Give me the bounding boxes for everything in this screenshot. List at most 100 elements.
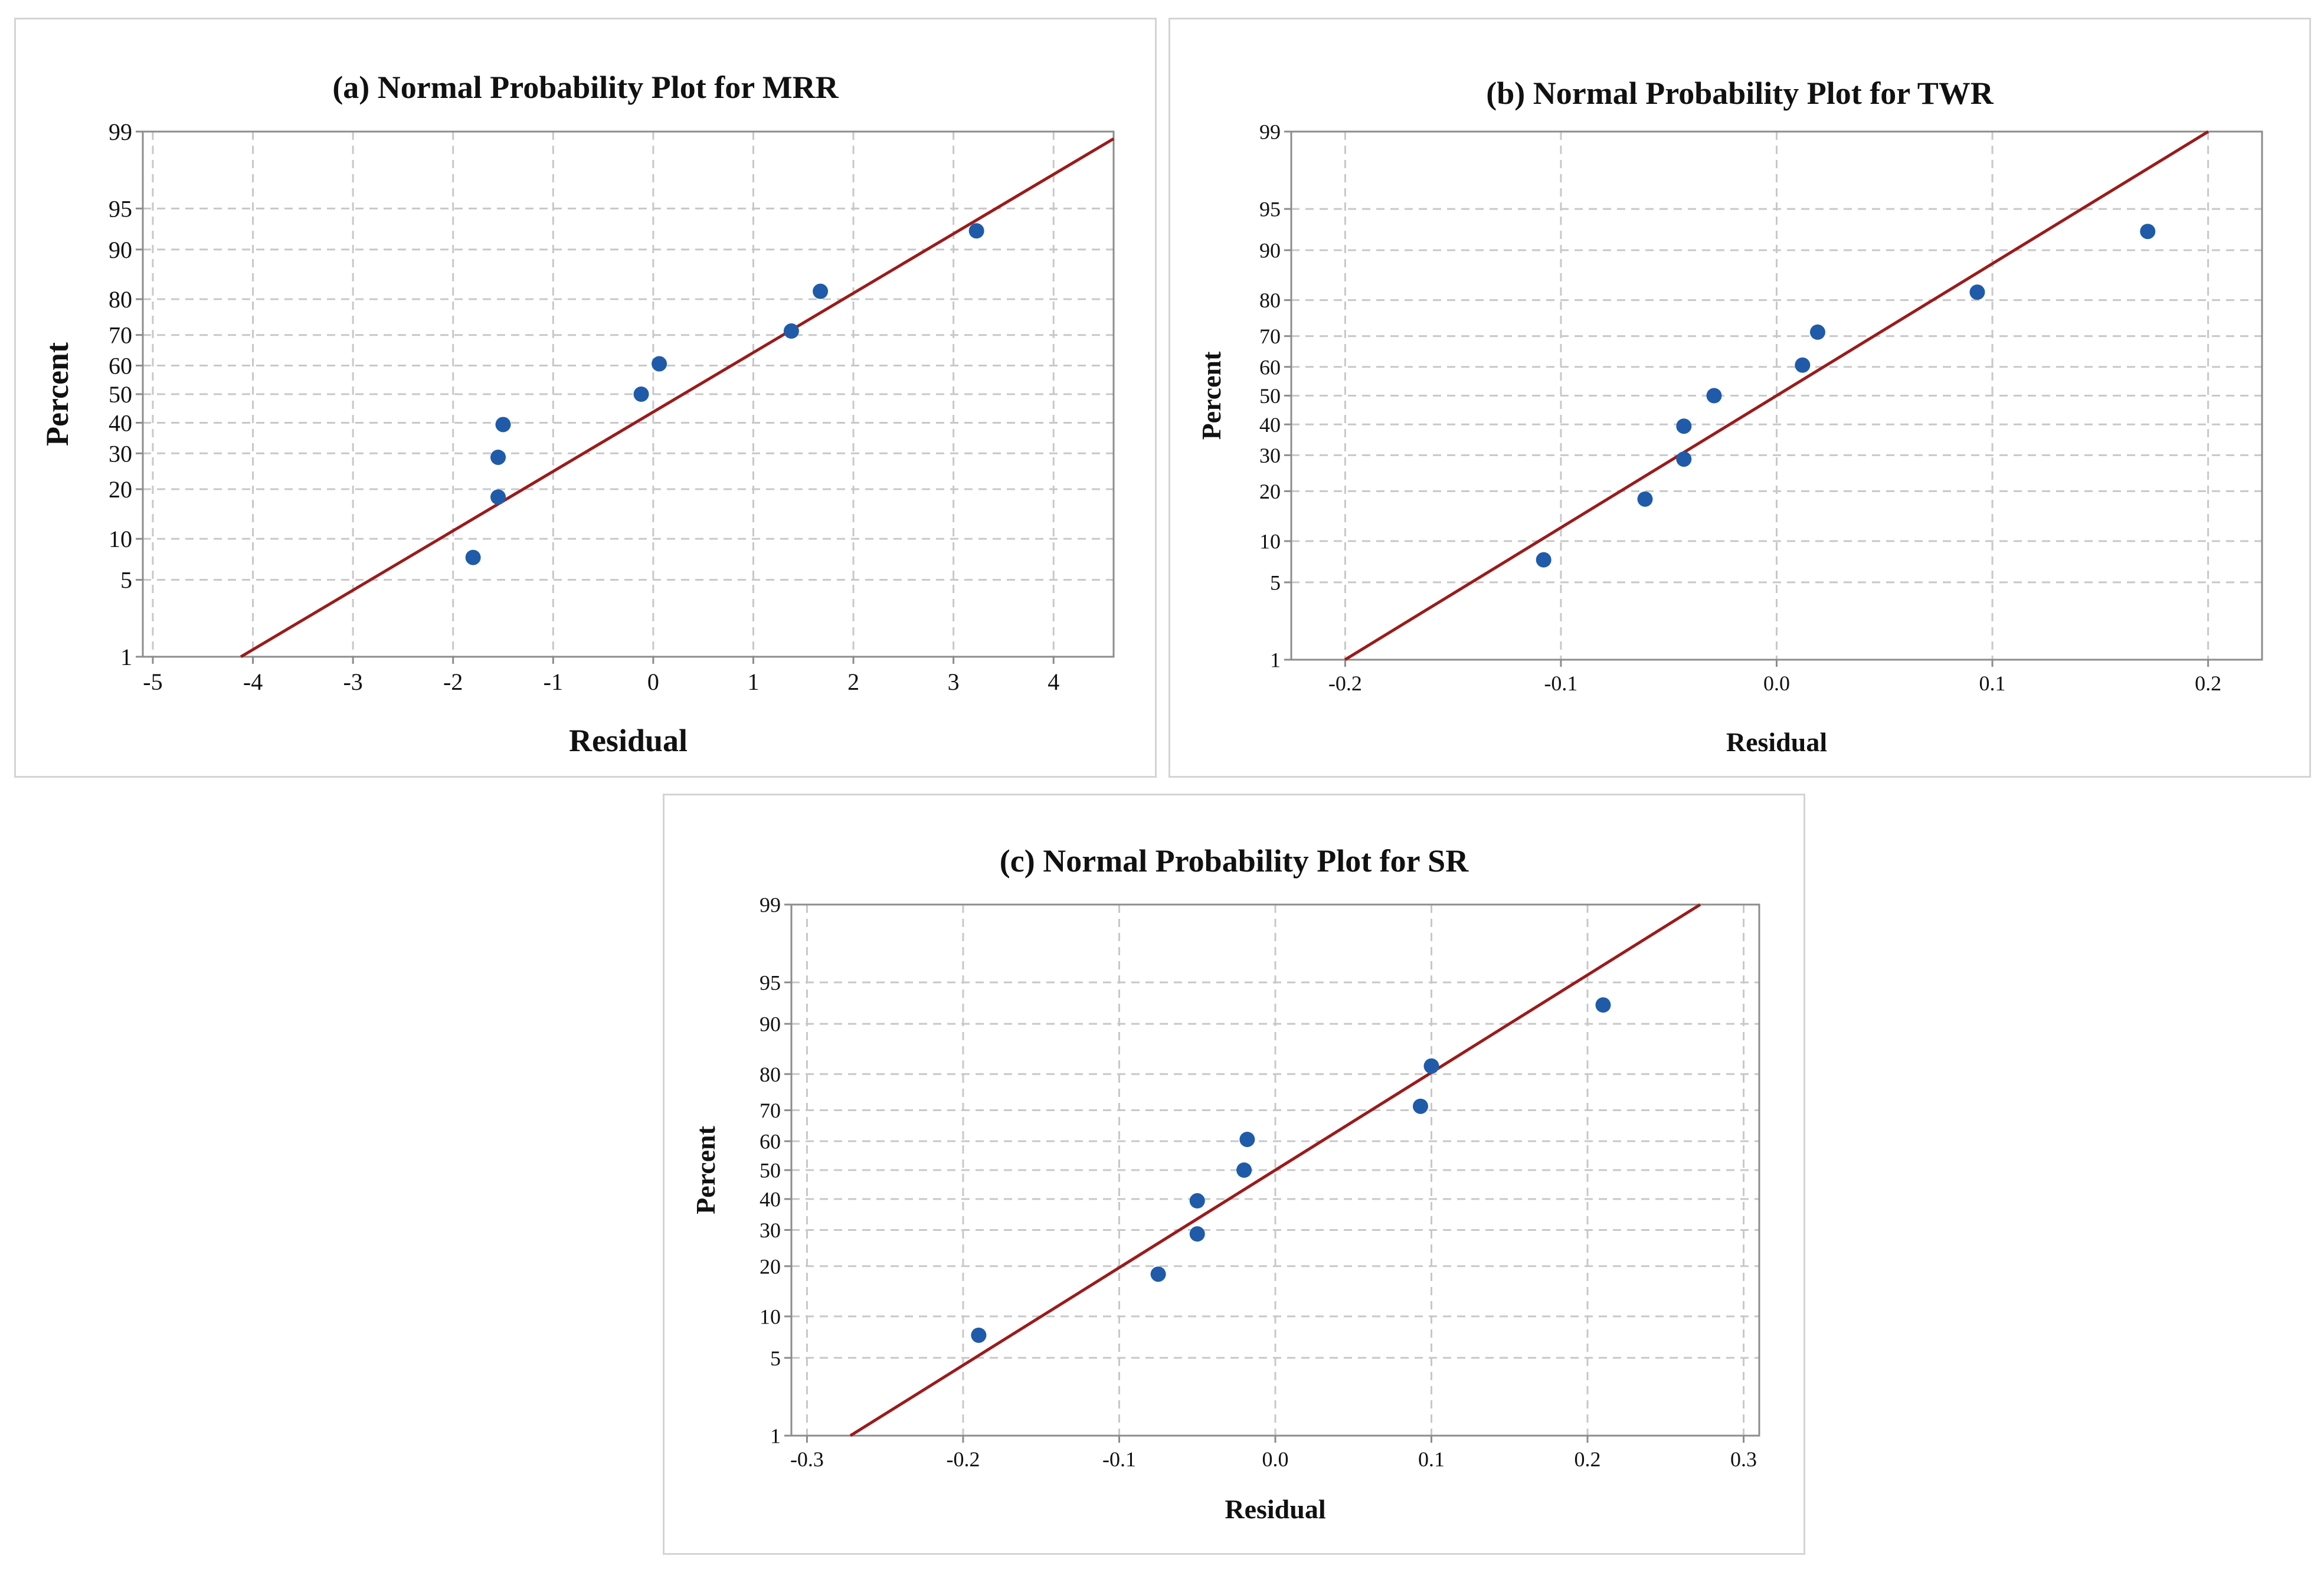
- y-tick-label: 5: [1270, 571, 1281, 595]
- chart-title: (b) Normal Probability Plot for TWR: [1486, 76, 1994, 111]
- data-point: [633, 386, 649, 402]
- data-point: [490, 449, 506, 465]
- plot-frame: [142, 130, 1115, 658]
- data-point: [1809, 324, 1825, 340]
- y-tick-label: 1: [770, 1424, 781, 1448]
- x-tick-label: 0.3: [1730, 1447, 1757, 1471]
- data-point: [1413, 1098, 1428, 1114]
- x-tick-label: -2: [443, 669, 463, 695]
- data-point: [652, 356, 667, 372]
- x-tick-label: -0.1: [1544, 672, 1577, 695]
- chart-plot: -0.3 -0.2 -0.1 0.0 0.1 0.2 0.3 1 5 10 20 30 40 50 60 70…: [690, 893, 1760, 1524]
- x-tick-label: -0.1: [1102, 1447, 1136, 1471]
- y-tick-label: 40: [109, 410, 132, 436]
- data-point: [968, 223, 984, 239]
- data-point: [1189, 1193, 1205, 1209]
- chart-panel-sr: (c) Normal Probability Plot for SR -0.3 -…: [663, 794, 1805, 1555]
- y-tick-label: 70: [1259, 325, 1281, 348]
- y-axis-label: Percent: [690, 1125, 721, 1214]
- y-tick-label: 95: [109, 195, 132, 222]
- fit-line: [240, 137, 1115, 659]
- data-point: [1676, 451, 1692, 467]
- x-tick-label: 0.2: [1575, 1447, 1601, 1471]
- data-point: [1239, 1131, 1255, 1147]
- x-tick-label: 0.1: [1418, 1447, 1445, 1471]
- x-tick-label: 0.0: [1763, 672, 1790, 695]
- y-tick-label: 70: [109, 322, 132, 349]
- y-tick-label: 20: [760, 1254, 781, 1278]
- chart-panel-mrr: (a) Normal Probability Plot for MRR -5 -4…: [14, 18, 1157, 778]
- y-tick-label: 30: [1259, 444, 1281, 467]
- plot-frame: [790, 903, 1760, 1437]
- x-tick-label: -4: [243, 669, 263, 695]
- y-tick-label: 1: [120, 644, 132, 670]
- y-tick-label: 5: [120, 567, 132, 594]
- y-tick-label: 90: [760, 1013, 781, 1036]
- x-tick-label: -5: [143, 669, 162, 695]
- data-point: [1637, 491, 1653, 507]
- data-point: [783, 323, 799, 339]
- y-tick-label: 30: [760, 1218, 781, 1242]
- y-tick-label: 80: [760, 1063, 781, 1086]
- data-point: [1150, 1266, 1166, 1282]
- x-tick-label: 0.1: [1979, 672, 2006, 695]
- y-tick-label: 95: [760, 971, 781, 994]
- y-tick-label: 90: [1259, 239, 1281, 263]
- y-tick-label: 99: [1259, 120, 1281, 144]
- y-tick-label: 5: [770, 1347, 781, 1370]
- data-point: [1423, 1058, 1439, 1074]
- data-point: [495, 417, 511, 433]
- x-tick-label: 0.0: [1262, 1447, 1289, 1471]
- y-tick-label: 40: [1259, 413, 1281, 437]
- data-point: [1795, 357, 1811, 373]
- y-tick-label: 60: [1259, 355, 1281, 379]
- y-tick-label: 95: [1259, 198, 1281, 221]
- y-tick-label: 20: [1259, 480, 1281, 503]
- data-point: [813, 283, 829, 299]
- data-point: [971, 1327, 987, 1343]
- fit-line: [1344, 130, 2210, 661]
- x-tick-label: 3: [948, 669, 960, 695]
- x-tick-label: -0.2: [1328, 672, 1362, 695]
- chart-panel-twr: (b) Normal Probability Plot for TWR -0.2…: [1168, 18, 2311, 778]
- y-tick-label: 10: [760, 1305, 781, 1328]
- data-point: [1189, 1226, 1205, 1242]
- y-tick-label: 70: [760, 1099, 781, 1122]
- x-tick-label: 4: [1048, 669, 1059, 695]
- data-point: [1706, 388, 1722, 404]
- data-point: [1676, 418, 1692, 434]
- y-tick-label: 80: [1259, 289, 1281, 312]
- x-tick-label: 0: [647, 669, 659, 695]
- data-point: [1595, 997, 1611, 1013]
- chart-title: (c) Normal Probability Plot for SR: [999, 843, 1469, 879]
- x-tick-label: -1: [544, 669, 563, 695]
- data-point: [465, 549, 481, 565]
- x-tick-label: 1: [747, 669, 759, 695]
- x-axis-label: Residual: [1726, 727, 1827, 757]
- y-tick-label: 99: [760, 893, 781, 917]
- chart-plot: -0.2 -0.1 0.0 0.1 0.2 1 5 10 20 30 40 50 60 70 80 90 95 9…: [1196, 120, 2263, 757]
- y-tick-label: 1: [1270, 648, 1281, 672]
- data-point: [490, 489, 506, 505]
- y-axis-label: Percent: [40, 342, 75, 446]
- y-tick-label: 50: [1259, 384, 1281, 408]
- y-tick-label: 90: [109, 237, 132, 263]
- y-tick-label: 60: [109, 353, 132, 379]
- data-point: [1969, 284, 1985, 300]
- y-tick-label: 99: [109, 119, 132, 145]
- x-tick-label: 2: [847, 669, 859, 695]
- data-point: [1536, 552, 1551, 568]
- x-tick-label: -3: [343, 669, 362, 695]
- y-tick-label: 50: [760, 1159, 781, 1183]
- y-tick-label: 40: [760, 1188, 781, 1211]
- y-tick-label: 30: [109, 440, 132, 467]
- y-tick-label: 10: [1259, 530, 1281, 553]
- x-axis-label: Residual: [569, 723, 688, 758]
- plot-frame: [1290, 130, 2263, 661]
- y-tick-label: 20: [109, 476, 132, 503]
- data-point: [2140, 224, 2156, 240]
- x-tick-label: 0.2: [2195, 672, 2221, 695]
- x-tick-label: -0.3: [790, 1447, 824, 1471]
- fit-line: [849, 903, 1701, 1437]
